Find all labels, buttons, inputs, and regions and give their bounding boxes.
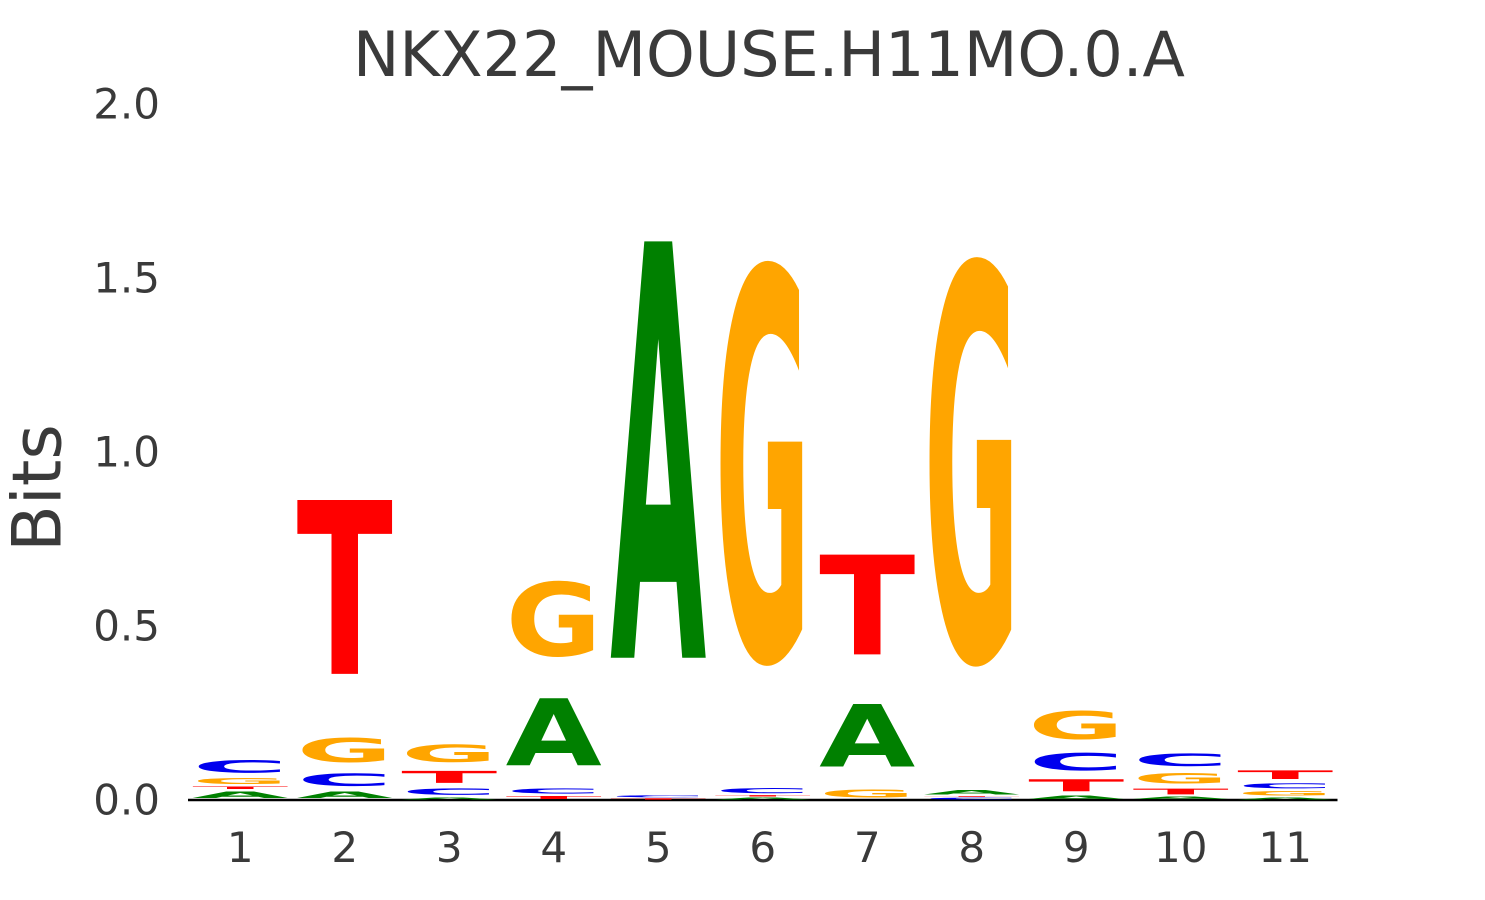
logo-letter-pos9-C: C bbox=[1028, 749, 1124, 777]
logo-letter-pos9-G: G bbox=[1028, 703, 1124, 748]
logo-letter-pos3-C: C bbox=[401, 787, 497, 797]
logo-letter-pos6-T: T bbox=[715, 795, 811, 797]
logo-letter-pos3-A: A bbox=[401, 797, 497, 800]
x-tick-label-4: 4 bbox=[540, 823, 567, 872]
logo-letter-pos1-T: T bbox=[192, 786, 288, 790]
logo-letter-pos6-G: G bbox=[715, 162, 811, 785]
logo-letter-pos1-A: A bbox=[192, 790, 288, 800]
x-tick-label-7: 7 bbox=[854, 823, 881, 872]
logo-letter-pos10-A: A bbox=[1133, 796, 1229, 800]
logo-letter-pos2-C: C bbox=[297, 770, 393, 790]
logo-letter-pos3-T: T bbox=[401, 768, 497, 787]
y-axis-label: Bits bbox=[0, 424, 78, 552]
logo-letter-pos8-A: A bbox=[924, 789, 1020, 796]
x-tick-label-8: 8 bbox=[958, 823, 985, 872]
x-tick-label-10: 10 bbox=[1154, 823, 1207, 872]
logo-letter-pos1-C: C bbox=[192, 757, 288, 777]
logo-letter-pos4-T: T bbox=[506, 795, 602, 800]
logo-letter-pos2-T: T bbox=[297, 453, 393, 731]
x-tick-label-1: 1 bbox=[227, 823, 254, 872]
logo-letter-pos8-G: G bbox=[924, 157, 1020, 787]
logo-letter-pos5-T: T bbox=[610, 798, 706, 800]
x-tick-label-11: 11 bbox=[1259, 823, 1312, 872]
logo-letter-pos10-C: C bbox=[1133, 750, 1229, 770]
logo-letter-pos8-C: C bbox=[924, 797, 1020, 800]
y-tick-label-0.5: 0.5 bbox=[93, 602, 160, 651]
logo-letter-pos4-G: G bbox=[506, 561, 602, 679]
y-tick-label-2.0: 2.0 bbox=[93, 80, 160, 129]
logo-letter-pos7-T: T bbox=[819, 527, 915, 687]
logo-letter-pos6-A: A bbox=[715, 797, 811, 800]
logo-letter-pos7-G: G bbox=[819, 787, 915, 800]
logo-letter-pos10-G: G bbox=[1133, 770, 1229, 787]
x-tick-label-3: 3 bbox=[436, 823, 463, 872]
y-tick-label-0.0: 0.0 bbox=[93, 776, 160, 825]
logo-letter-pos2-G: G bbox=[297, 732, 393, 771]
x-tick-label-9: 9 bbox=[1063, 823, 1090, 872]
x-tick-label-5: 5 bbox=[645, 823, 672, 872]
logo-letter-pos8-T: T bbox=[924, 796, 1020, 797]
y-tick-label-1.0: 1.0 bbox=[93, 428, 160, 477]
logo-letter-pos11-C: C bbox=[1237, 782, 1333, 790]
logo-letter-pos2-A: A bbox=[297, 790, 393, 800]
logo-letter-pos10-T: T bbox=[1133, 787, 1229, 796]
chart-title: NKX22_MOUSE.H11MO.0.A bbox=[353, 18, 1185, 91]
logo-letter-pos11-A: A bbox=[1237, 797, 1333, 800]
logo-letter-pos11-G: G bbox=[1237, 790, 1333, 797]
logo-letter-pos4-C: C bbox=[506, 787, 602, 795]
logo-letter-pos3-G: G bbox=[401, 740, 497, 768]
logo-letter-pos9-A: A bbox=[1028, 795, 1124, 800]
x-tick-label-6: 6 bbox=[749, 823, 776, 872]
logo-letter-pos1-G: G bbox=[192, 777, 288, 786]
logo-letter-pos5-A: A bbox=[610, 128, 707, 793]
logo-letter-pos11-T: T bbox=[1237, 768, 1333, 782]
y-tick-label-1.5: 1.5 bbox=[93, 254, 160, 303]
logo-letter-pos9-T: T bbox=[1028, 776, 1124, 795]
logo-letter-pos6-C: C bbox=[715, 787, 811, 795]
x-tick-label-2: 2 bbox=[331, 823, 358, 872]
logo-letter-pos4-A: A bbox=[506, 680, 602, 787]
logo-letter-pos7-A: A bbox=[819, 688, 915, 787]
logo-letter-pos5-C: C bbox=[610, 795, 706, 798]
